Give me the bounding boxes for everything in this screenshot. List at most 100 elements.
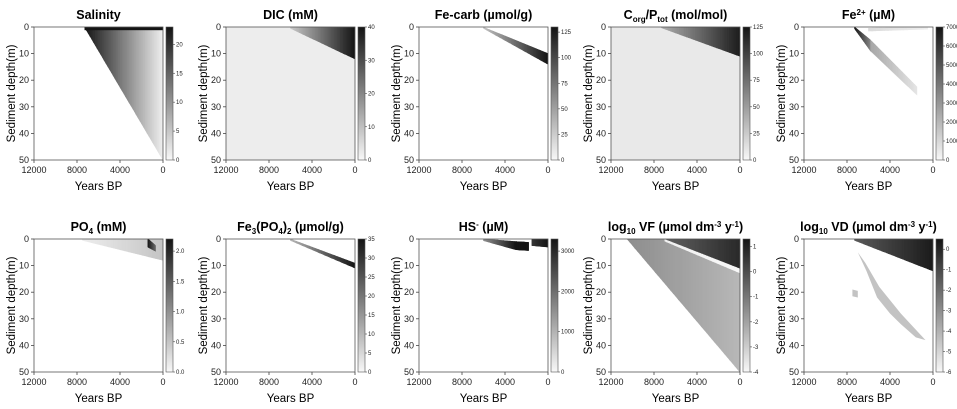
colorbar-tick-label: 5 (176, 129, 180, 135)
y-tick-label: 20 (596, 75, 606, 85)
colorbar-tick-label: -4 (753, 370, 759, 376)
field-vf-0 (675, 239, 679, 301)
title-part: -1 (926, 220, 934, 229)
x-tick-label: 8000 (67, 165, 87, 175)
field-vf-0 (637, 239, 641, 255)
y-tick-label: 40 (596, 128, 606, 138)
x-tick-label: 4000 (687, 377, 707, 387)
colorbar-tick-label: 25 (561, 132, 568, 138)
heatmap-field (483, 239, 548, 251)
field-vf-0 (652, 239, 656, 274)
colorbar-tick-label: 6000 (946, 44, 957, 50)
y-tick-label: 40 (19, 340, 29, 350)
plot-area (226, 239, 355, 372)
x-axis-label: Years BP (652, 181, 700, 193)
y-axis-label: Sediment depth(m) (6, 44, 18, 142)
colorbar-tick-label: 0 (946, 247, 950, 253)
field-vf-0 (660, 239, 664, 283)
y-tick-label: 0 (409, 22, 414, 32)
field-dic-0 (226, 27, 355, 160)
title-part: DIC (mM) (263, 8, 318, 22)
field-vd-0 (930, 239, 933, 272)
y-tick-label: 40 (404, 340, 414, 350)
panel-fe2: Fe2+ (µM) 12000 8000 4000 0 0 10 20 30 40 50 Years … (776, 8, 957, 193)
y-tick-label: 50 (211, 155, 221, 165)
title-part: -3 (908, 220, 916, 229)
panel-dic: DIC (mM) 12000 8000 4000 0 0 10 20 30 40 50 Years B… (198, 8, 375, 193)
title-part: (mM) (93, 220, 126, 234)
heatmap-field (852, 239, 933, 341)
y-tick-label: 50 (404, 367, 414, 377)
y-tick-label: 10 (19, 49, 29, 59)
title-part: 4 (89, 227, 94, 236)
title-part: tot (657, 15, 668, 24)
colorbar-tick-label: -2 (946, 288, 952, 294)
y-tick-label: 50 (596, 367, 606, 377)
colorbar (165, 238, 174, 373)
colorbar-tick-label: 2000 (561, 289, 575, 295)
colorbar-tick-label: 0 (368, 158, 372, 164)
plot-frame (610, 238, 741, 373)
field-vf-2 (737, 267, 740, 274)
colorbar-tick-label: 5000 (946, 63, 957, 69)
panel-title: HS- (µM) (459, 220, 508, 234)
field-vf-0 (657, 239, 661, 280)
plot-frame (418, 26, 549, 161)
colorbar (357, 26, 366, 161)
x-tick-label: 8000 (67, 377, 87, 387)
colorbar-tick-label: 30 (368, 256, 375, 262)
colorbar-tick-label: 1000 (561, 330, 575, 336)
x-tick-label: 8000 (259, 165, 279, 175)
title-part: ) (283, 220, 287, 234)
x-tick-label: 8000 (452, 377, 472, 387)
colorbar-tick-label: 125 (561, 30, 572, 36)
colorbar-tick-label: 1000 (946, 139, 957, 145)
title-part: HS (459, 220, 476, 234)
colorbar-tick-label: -6 (946, 370, 952, 376)
colorbar-tick-label: 15 (176, 71, 183, 77)
x-tick-label: 8000 (644, 165, 664, 175)
panel-title: Salinity (76, 8, 121, 22)
panel-title: log10 VF (µmol dm-3 y-1) (608, 220, 743, 236)
colorbar-tick-label: 20 (176, 42, 183, 48)
colorbar-tick-label: 1 (753, 245, 757, 251)
y-tick-label: 30 (789, 102, 799, 112)
y-tick-label: 50 (789, 155, 799, 165)
x-tick-label: 12000 (213, 165, 238, 175)
colorbar-tick-label: 10 (368, 125, 375, 131)
title-part: Fe-carb (µmol/g) (435, 8, 533, 22)
plot-frame (225, 238, 356, 373)
x-tick-label: 0 (545, 377, 550, 387)
title-part: y (915, 220, 925, 234)
title-part: ) (933, 220, 937, 234)
heatmap-field (226, 27, 355, 160)
y-tick-label: 30 (404, 314, 414, 324)
colorbar-tick-label: 0 (753, 270, 757, 276)
panel-title: Fe2+ (µM) (842, 8, 895, 22)
plot-frame (33, 26, 164, 161)
panel-title: PO4 (mM) (71, 220, 127, 236)
y-tick-label: 40 (596, 340, 606, 350)
y-tick-label: 0 (601, 22, 606, 32)
colorbar-tick-label: -3 (946, 309, 952, 315)
colorbar-tick-label: -4 (946, 329, 952, 335)
colorbar-tick-label: 3000 (561, 249, 575, 255)
colorbar-tick-label: -1 (753, 295, 759, 301)
y-tick-label: 10 (789, 261, 799, 271)
title-part: 2+ (857, 8, 866, 17)
colorbar-tick-label: 0 (176, 158, 180, 164)
panel-vd: log10 VD (µmol dm-3 y-1)12000 8000 4000 001… (776, 220, 952, 405)
panel-po4: PO4 (mM) 12000 8000 4000 0 0 10 20 30 40 50 Years B… (6, 220, 185, 405)
x-tick-label: 4000 (495, 165, 515, 175)
x-tick-label: 0 (737, 165, 742, 175)
colorbar-tick-label: 75 (753, 78, 760, 84)
y-tick-label: 10 (596, 49, 606, 59)
x-axis-label: Years BP (460, 181, 508, 193)
y-axis-label: Sediment depth(m) (391, 44, 403, 142)
field-vf-0 (649, 239, 654, 271)
y-tick-label: 20 (596, 287, 606, 297)
y-tick-label: 40 (211, 340, 221, 350)
x-tick-label: 12000 (791, 377, 816, 387)
title-part: log (800, 220, 819, 234)
colorbar-tick-label: 25 (368, 275, 375, 281)
